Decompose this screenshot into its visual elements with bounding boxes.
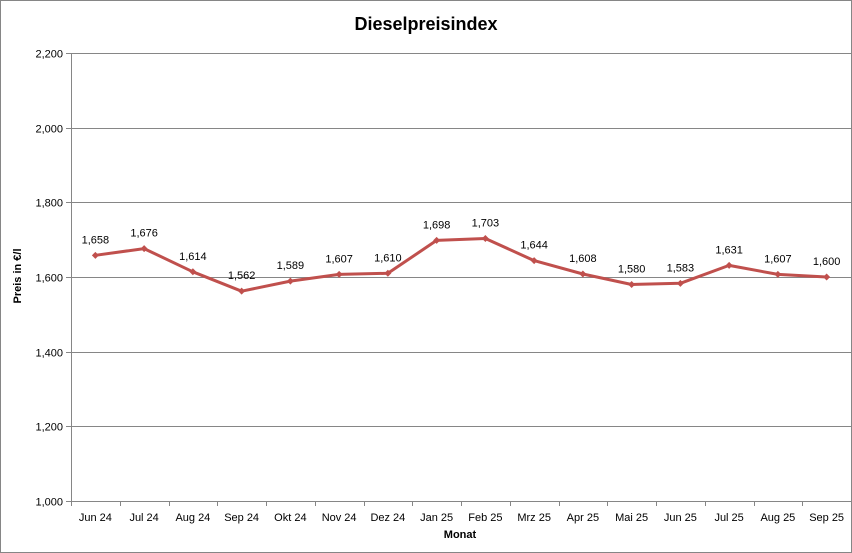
x-tick-label: Jun 25 <box>664 512 697 524</box>
series-layer <box>91 235 831 295</box>
y-tick-label: 1,200 <box>35 422 63 434</box>
y-tick-label: 1,000 <box>35 497 63 509</box>
x-tick-label: Jul 24 <box>129 512 158 524</box>
data-point <box>433 236 441 244</box>
x-tick-label: Mrz 25 <box>517 512 551 524</box>
data-point <box>91 251 99 259</box>
x-tick-label: Dez 24 <box>370 512 405 524</box>
data-label: 1,608 <box>569 253 597 265</box>
x-tick-label: Aug 25 <box>760 512 795 524</box>
data-label: 1,698 <box>423 219 451 231</box>
data-point <box>481 235 489 243</box>
data-label: 1,562 <box>228 270 256 282</box>
x-axis-title: Monat <box>444 529 477 541</box>
data-label: 1,607 <box>764 253 792 265</box>
data-label: 1,607 <box>325 253 353 265</box>
series-line <box>93 237 829 293</box>
data-label: 1,589 <box>277 260 305 272</box>
data-label: 1,583 <box>667 262 695 274</box>
x-tick-label: Feb 25 <box>468 512 502 524</box>
x-tick-label: Sep 24 <box>224 512 259 524</box>
data-label: 1,614 <box>179 251 207 263</box>
x-tick-label: Apr 25 <box>567 512 599 524</box>
data-point <box>238 287 246 295</box>
data-point <box>676 279 684 287</box>
data-label: 1,676 <box>130 228 158 240</box>
data-point <box>335 270 343 278</box>
y-tick-label: 1,600 <box>35 273 63 285</box>
data-point <box>823 273 831 281</box>
data-point <box>189 268 197 276</box>
data-label: 1,631 <box>715 244 743 256</box>
data-point <box>774 270 782 278</box>
axes <box>66 53 851 506</box>
y-tick-label: 2,000 <box>35 124 63 136</box>
x-tick-label: Jul 25 <box>714 512 743 524</box>
data-point <box>579 270 587 278</box>
data-point <box>286 277 294 285</box>
x-tick-label: Aug 24 <box>175 512 210 524</box>
y-tick-labels: 1,000 1,200 1,400 1,600 1,800 2,000 2,200 <box>35 49 63 509</box>
x-tick-label: Jan 25 <box>420 512 453 524</box>
data-label: 1,600 <box>813 256 841 268</box>
data-label: 1,658 <box>82 234 110 246</box>
data-point <box>628 280 636 288</box>
y-tick-label: 1,800 <box>35 198 63 210</box>
x-tick-label: Nov 24 <box>322 512 357 524</box>
data-point <box>725 261 733 269</box>
y-axis-title: Preis in €/l <box>12 248 24 303</box>
x-tick-label: Okt 24 <box>274 512 306 524</box>
data-point <box>140 245 148 253</box>
x-tick-label: Mai 25 <box>615 512 648 524</box>
data-point <box>530 257 538 265</box>
y-tick-label: 2,200 <box>35 49 63 61</box>
data-labels: 1,658 1,676 1,614 1,562 1,589 1,607 1,610 1,698… <box>82 218 841 283</box>
data-label: 1,610 <box>374 252 402 264</box>
gridlines <box>71 53 851 427</box>
data-label: 1,580 <box>618 263 646 275</box>
chart-title: Dieselpreisindex <box>354 14 497 34</box>
data-point <box>384 269 392 277</box>
x-tick-label: Jun 24 <box>79 512 112 524</box>
x-tick-labels: Jun 24 Jul 24 Aug 24 Sep 24 Okt 24 Nov 24 Dez … <box>79 512 844 524</box>
data-label: 1,703 <box>472 218 500 230</box>
y-tick-label: 1,400 <box>35 348 63 360</box>
data-label: 1,644 <box>520 240 548 252</box>
x-tick-label: Sep 25 <box>809 512 844 524</box>
